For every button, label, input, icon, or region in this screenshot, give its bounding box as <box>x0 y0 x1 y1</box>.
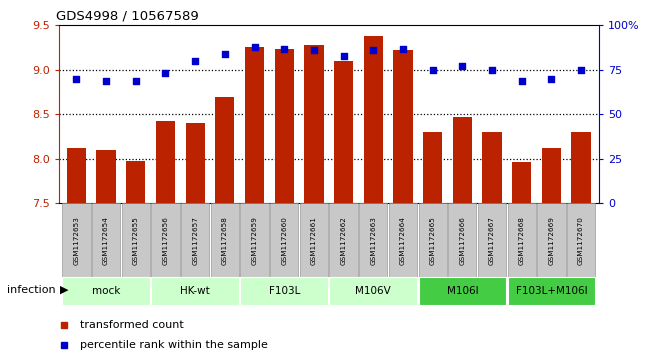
Bar <box>329 203 357 278</box>
Bar <box>67 148 86 203</box>
Text: GSM1172665: GSM1172665 <box>430 216 436 265</box>
Point <box>368 48 378 53</box>
Text: HK-wt: HK-wt <box>180 286 210 296</box>
Bar <box>508 203 536 278</box>
Bar <box>419 277 506 305</box>
Bar <box>270 203 298 278</box>
Bar <box>508 277 595 305</box>
Bar <box>152 277 239 305</box>
Bar <box>126 162 145 203</box>
Point <box>428 67 438 73</box>
Bar <box>275 49 294 203</box>
Point <box>160 70 171 76</box>
Text: GSM1172669: GSM1172669 <box>548 216 555 265</box>
Bar <box>512 162 531 203</box>
Text: GSM1172657: GSM1172657 <box>192 216 198 265</box>
Point <box>131 78 141 83</box>
Point <box>101 78 111 83</box>
Bar <box>300 203 328 278</box>
Bar <box>181 203 209 278</box>
Text: GSM1172660: GSM1172660 <box>281 216 287 265</box>
Text: GSM1172662: GSM1172662 <box>340 216 346 265</box>
Text: ▶: ▶ <box>60 285 68 295</box>
Bar <box>329 277 417 305</box>
Point <box>398 46 408 52</box>
Bar <box>423 132 442 203</box>
Bar <box>393 50 413 203</box>
Text: infection: infection <box>7 285 55 295</box>
Text: GSM1172655: GSM1172655 <box>133 216 139 265</box>
Bar <box>542 148 561 203</box>
Text: F103L+M106I: F103L+M106I <box>516 286 587 296</box>
Text: GSM1172667: GSM1172667 <box>489 216 495 265</box>
Bar <box>567 203 595 278</box>
Point <box>516 78 527 83</box>
Bar <box>62 277 150 305</box>
Text: percentile rank within the sample: percentile rank within the sample <box>80 340 268 350</box>
Bar <box>537 203 566 278</box>
Bar <box>152 203 180 278</box>
Bar <box>419 203 447 278</box>
Text: GSM1172654: GSM1172654 <box>103 216 109 265</box>
Bar <box>215 97 234 203</box>
Point <box>219 51 230 57</box>
Bar <box>449 203 477 278</box>
Point <box>339 53 349 58</box>
Bar <box>364 36 383 203</box>
Text: M106V: M106V <box>355 286 391 296</box>
Point <box>279 46 290 52</box>
Bar <box>122 203 150 278</box>
Text: GSM1172663: GSM1172663 <box>370 216 376 265</box>
Bar <box>452 117 472 203</box>
Bar <box>240 277 328 305</box>
Point <box>457 64 467 69</box>
Point <box>309 48 319 53</box>
Text: GSM1172664: GSM1172664 <box>400 216 406 265</box>
Bar <box>211 203 239 278</box>
Text: GSM1172670: GSM1172670 <box>578 216 584 265</box>
Bar <box>240 203 269 278</box>
Point <box>487 67 497 73</box>
Point <box>249 44 260 50</box>
Bar <box>156 122 175 203</box>
Bar <box>334 61 353 203</box>
Point <box>71 76 81 82</box>
Text: GDS4998 / 10567589: GDS4998 / 10567589 <box>56 10 199 23</box>
Text: mock: mock <box>92 286 120 296</box>
Text: GSM1172659: GSM1172659 <box>251 216 258 265</box>
Text: M106I: M106I <box>447 286 478 296</box>
Bar <box>572 132 590 203</box>
Text: GSM1172666: GSM1172666 <box>460 216 465 265</box>
Bar <box>478 203 506 278</box>
Bar <box>245 47 264 203</box>
Bar <box>96 150 116 203</box>
Text: GSM1172661: GSM1172661 <box>311 216 317 265</box>
Text: GSM1172658: GSM1172658 <box>222 216 228 265</box>
Bar <box>92 203 120 278</box>
Bar <box>359 203 387 278</box>
Text: GSM1172656: GSM1172656 <box>163 216 169 265</box>
Point <box>190 58 201 64</box>
Text: F103L: F103L <box>268 286 300 296</box>
Text: GSM1172653: GSM1172653 <box>74 216 79 265</box>
Bar <box>304 45 324 203</box>
Bar <box>186 123 205 203</box>
Point <box>546 76 557 82</box>
Point <box>576 67 587 73</box>
Text: transformed count: transformed count <box>80 319 184 330</box>
Bar <box>482 132 502 203</box>
Text: GSM1172668: GSM1172668 <box>519 216 525 265</box>
Bar <box>389 203 417 278</box>
Bar <box>62 203 90 278</box>
